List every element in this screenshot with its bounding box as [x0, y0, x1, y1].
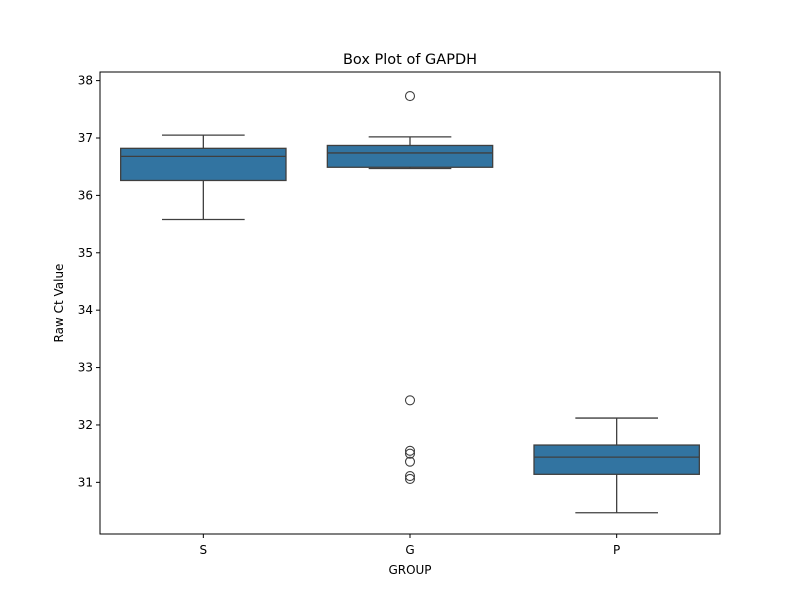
y-tick-label: 35	[78, 246, 93, 260]
outlier-point	[404, 395, 416, 406]
box-G	[326, 144, 494, 168]
x-tick-label: P	[613, 543, 620, 557]
outlier-point	[404, 473, 416, 484]
box-S	[120, 147, 287, 182]
y-tick-label: 31	[78, 475, 93, 489]
outlier-point	[404, 456, 416, 467]
x-tick-label: S	[200, 543, 208, 557]
outlier-point	[404, 91, 416, 102]
y-tick-label: 38	[78, 74, 93, 88]
y-tick-label: 34	[78, 303, 93, 317]
y-tick-label: 33	[78, 361, 93, 375]
outlier-point	[404, 470, 416, 482]
chart-title: Box Plot of GAPDH	[343, 52, 477, 68]
y-tick-label: 36	[78, 188, 93, 202]
box-P	[533, 444, 700, 475]
y-axis-label: Raw Ct Value	[52, 264, 66, 343]
outlier-point	[404, 445, 416, 456]
outlier-point	[404, 448, 416, 459]
x-tick-label: G	[405, 543, 414, 557]
plot-area: 31 32 33 34 35 36 37 38 S G P	[78, 71, 721, 557]
x-axis-label: GROUP	[388, 563, 431, 577]
y-tick-label: 37	[78, 131, 93, 145]
y-tick-label: 32	[78, 418, 93, 432]
plot-frame	[99, 71, 721, 535]
